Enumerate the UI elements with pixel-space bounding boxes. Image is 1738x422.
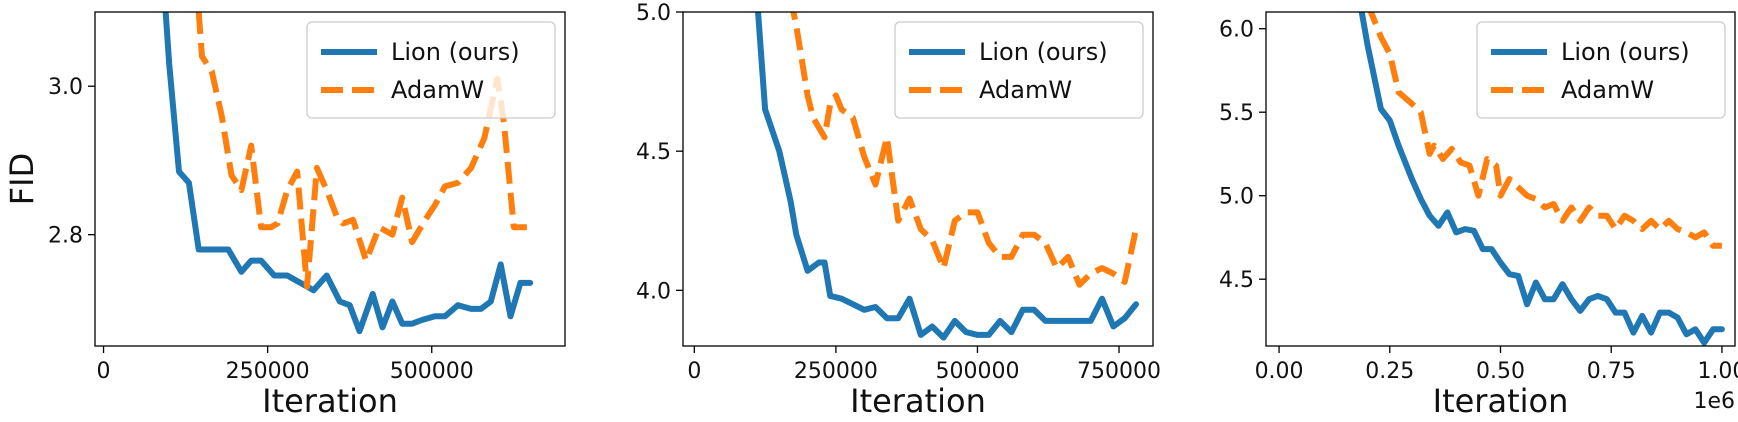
x-tick-label: 250000 (226, 359, 310, 384)
series-line-adamw (790, 12, 1139, 288)
x-tick-label: 500000 (390, 359, 474, 384)
x-tick-label: 0.50 (1476, 359, 1525, 384)
x-tick-label: 0 (687, 359, 701, 384)
x-axis-label: Iteration (262, 382, 398, 420)
y-tick-label: 2.8 (48, 224, 83, 249)
x-tick-label: 1.00 (1697, 359, 1738, 384)
legend-label: Lion (ours) (391, 38, 520, 66)
series-line-adamw (195, 12, 527, 290)
y-tick-label: 5.5 (1219, 101, 1254, 126)
x-axis-label: Iteration (1433, 382, 1569, 420)
x-tick-label: 0.25 (1365, 359, 1414, 384)
x-tick-label: 0 (97, 359, 111, 384)
plot-frame (682, 11, 1154, 347)
legend-label: AdamW (1561, 76, 1654, 104)
legend: Lion (ours) AdamW (1476, 21, 1726, 119)
x-tick-label: 0.00 (1255, 359, 1304, 384)
x-tick-label: 0.75 (1587, 359, 1636, 384)
chart-panel-1: 0 250000 500000 2.8 3.0 Iteration FID Lion (our… (3, 11, 566, 420)
series-line-lion-ours (162, 12, 534, 335)
y-tick-label: 5.0 (1219, 185, 1254, 210)
y-tick-label: 5.0 (636, 1, 671, 26)
series-line-lion-ours (755, 12, 1139, 341)
legend-label: AdamW (979, 76, 1072, 104)
legend-box (894, 21, 1144, 119)
x-axis-label: Iteration (850, 382, 986, 420)
y-axis-label: FID (3, 153, 41, 205)
plot-frame (94, 11, 566, 347)
x-tick-label: 250000 (794, 359, 878, 384)
chart-panel-2: 0 250000 500000 750000 4.0 4.5 5.0 Iteration Lio… (636, 1, 1161, 420)
chart-panel-3: 0.00 0.25 0.50 0.75 1.00 4.5 5.0 5.5 6.0 Iteratio… (1219, 11, 1738, 420)
series-line-lion-ours (1358, 12, 1725, 346)
series-line-adamw (1367, 12, 1722, 249)
legend: Lion (ours) AdamW (894, 21, 1144, 119)
legend-box (306, 21, 556, 119)
x-tick-label: 750000 (1077, 359, 1161, 384)
y-tick-label: 3.0 (48, 75, 83, 100)
legend-label: Lion (ours) (1561, 38, 1690, 66)
y-tick-label: 6.0 (1219, 18, 1254, 43)
y-tick-label: 4.0 (636, 279, 671, 304)
legend-label: Lion (ours) (979, 38, 1108, 66)
legend-box (1476, 21, 1726, 119)
x-offset-label: 1e6 (1693, 389, 1735, 414)
x-tick-label: 500000 (935, 359, 1019, 384)
legend-label: AdamW (391, 76, 484, 104)
legend: Lion (ours) AdamW (306, 21, 556, 119)
y-tick-label: 4.5 (636, 140, 671, 165)
y-tick-label: 4.5 (1219, 268, 1254, 293)
